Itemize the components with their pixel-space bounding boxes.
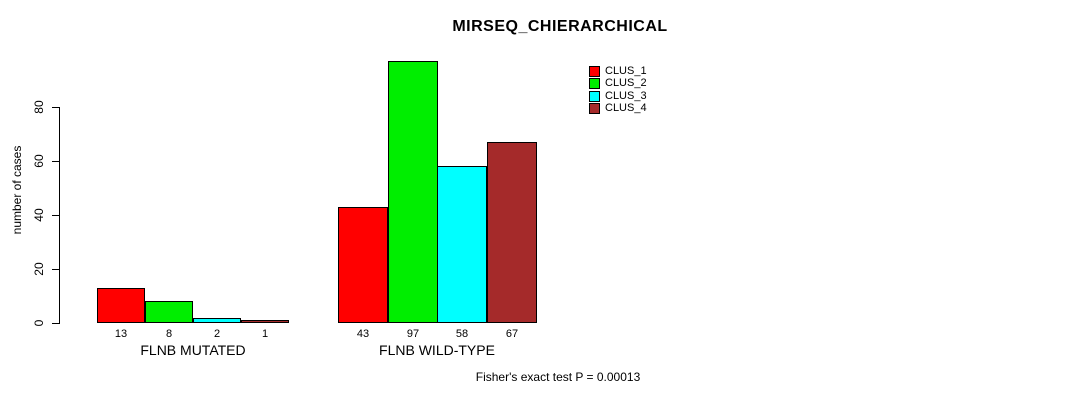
bar-value-label: 97: [406, 328, 420, 340]
y-axis-tick-label: 0: [32, 319, 46, 327]
bar-clus_2-group2: [388, 61, 438, 323]
legend-label: CLUS_2: [605, 77, 647, 90]
bar-value-label: 67: [505, 328, 519, 340]
y-axis-tick-label: 80: [32, 100, 46, 114]
legend-swatch-icon: [589, 78, 600, 90]
bar-clus_1-group1: [97, 288, 145, 323]
legend-label: CLUS_3: [605, 89, 647, 102]
y-axis-tick: [52, 215, 59, 216]
group-label: FLNB MUTATED: [140, 342, 246, 358]
y-axis-title: number of cases: [10, 145, 24, 235]
chart-title: MIRSEQ_CHIERARCHICAL: [452, 18, 668, 35]
y-axis-tick: [52, 107, 59, 108]
bar-clus_4-group1: [241, 320, 289, 323]
bar-value-label: 58: [455, 328, 469, 340]
bar-clus_3-group2: [437, 166, 487, 323]
legend-label: CLUS_1: [605, 65, 647, 77]
y-axis-tick: [52, 323, 59, 324]
fisher-test-annotation: Fisher's exact test P = 0.00013: [475, 370, 641, 384]
legend-label: CLUS_4: [605, 101, 647, 114]
y-axis-line: [59, 107, 60, 324]
legend-swatch-icon: [589, 90, 600, 102]
y-axis-tick-label: 20: [32, 262, 46, 276]
bar-value-label: 8: [165, 328, 173, 340]
bar-value-label: 1: [261, 328, 269, 340]
y-axis-tick: [52, 269, 59, 270]
y-axis-tick: [52, 161, 59, 162]
bar-clus_1-group2: [338, 207, 388, 323]
bar-clus_2-group1: [145, 301, 193, 323]
bar-value-label: 43: [356, 328, 370, 340]
group-label: FLNB WILD-TYPE: [379, 342, 495, 358]
legend-swatch-icon: [589, 66, 600, 77]
y-axis-tick-label: 40: [32, 208, 46, 222]
y-axis-tick-label: 60: [32, 154, 46, 168]
bar-clus_3-group1: [193, 318, 241, 323]
bar-value-label: 2: [213, 328, 221, 340]
legend-swatch-icon: [589, 102, 600, 114]
bar-clus_4-group2: [487, 142, 537, 323]
bar-value-label: 13: [114, 328, 128, 340]
